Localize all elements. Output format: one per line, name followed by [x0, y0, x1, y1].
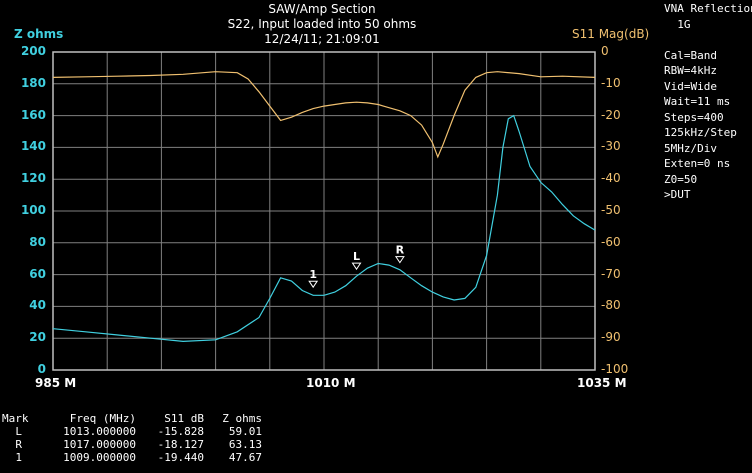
- right-axis-tick: -100: [601, 362, 629, 376]
- col-s11: S11 dB: [164, 412, 204, 425]
- chart-title: SAW/Amp Section: [268, 2, 376, 16]
- right-axis-tick: -90: [601, 330, 621, 345]
- marker-label-R: R: [396, 244, 405, 257]
- marker-label-1: 1: [309, 268, 317, 281]
- left-axis-tick: 0: [37, 362, 46, 376]
- marker-triangle: [351, 262, 362, 271]
- chart-subtitle: S22, Input loaded into 50 ohms: [227, 17, 417, 31]
- marker-s11: -15.828: [157, 425, 204, 438]
- left-axis-tick: 20: [29, 330, 46, 345]
- right-axis-tick: -50: [601, 203, 621, 217]
- marker-freq: 1009.000000: [63, 451, 136, 464]
- settings-line: Vid=Wide: [664, 79, 717, 93]
- settings-line: RBW=4kHz: [664, 64, 717, 77]
- x-axis-tick: 1035 M: [577, 376, 627, 390]
- col-freq: Freq (MHz): [69, 412, 136, 425]
- z-ohms-trace: [52, 114, 596, 343]
- right-axis-tick: -60: [601, 234, 621, 249]
- settings-line: 5MHz/Div: [664, 141, 717, 155]
- marker-label: 1: [15, 451, 22, 464]
- marker-triangle: [308, 280, 319, 289]
- settings-line: Exten=0 ns: [664, 157, 731, 170]
- left-axis-tick: 120: [20, 171, 46, 186]
- right-axis-tick: -20: [601, 107, 621, 122]
- right-axis-tick: -40: [601, 171, 621, 186]
- left-axis-tick: 80: [29, 234, 46, 249]
- marker-z: 47.67: [228, 451, 262, 464]
- table-row: L 1013.000000 -15.828 59.01: [2, 425, 262, 438]
- marker-label: R: [15, 438, 22, 451]
- settings-line: Wait=11 ms: [664, 95, 731, 108]
- settings-line: [664, 33, 752, 49]
- settings-line: 1G: [664, 17, 691, 31]
- right-axis-tick: -10: [601, 75, 621, 90]
- marker-table: Mark Freq (MHz) S11 dB Z ohms L 1013.000…: [2, 412, 262, 464]
- marker-label-L: L: [353, 250, 360, 263]
- marker-s11: -18.127: [157, 438, 204, 451]
- settings-panel: VNA Reflection 1G Cal=Band RBW=4kHz Vid=Wid…: [664, 2, 752, 204]
- plot-frame: [52, 51, 596, 371]
- marker-label: L: [15, 425, 22, 438]
- x-axis-tick: 985 M: [35, 376, 77, 390]
- col-z: Z ohms: [222, 412, 262, 425]
- s11-mag-trace: [52, 71, 596, 159]
- settings-line: >DUT: [664, 188, 691, 201]
- settings-line: Cal=Band: [664, 48, 717, 62]
- left-axis-tick: 60: [29, 266, 46, 281]
- table-row: 1 1009.000000 -19.440 47.67: [2, 451, 262, 464]
- left-axis-tick: 140: [20, 139, 46, 154]
- left-axis-tick: 200: [20, 44, 46, 58]
- right-axis-tick: -70: [601, 266, 621, 281]
- table-row: R 1017.000000 -18.127 63.13: [2, 438, 262, 451]
- right-axis-title: S11 Mag(dB): [572, 27, 650, 41]
- marker-freq: 1013.000000: [63, 425, 136, 438]
- settings-line: Z0=50: [664, 172, 698, 186]
- right-axis-tick: -30: [601, 139, 621, 154]
- marker-triangle: [394, 256, 405, 264]
- left-axis-tick: 160: [20, 107, 46, 122]
- table-header-row: Mark Freq (MHz) S11 dB Z ohms: [2, 412, 262, 425]
- left-axis-tick: 40: [29, 298, 46, 313]
- marker-z: 63.13: [228, 438, 262, 451]
- marker-s11: -19.440: [157, 451, 204, 464]
- marker-z: 59.01: [228, 425, 262, 438]
- x-axis-tick: 1010 M: [306, 376, 356, 390]
- left-axis-tick: 100: [20, 203, 46, 217]
- settings-line: 125kHz/Step: [664, 126, 737, 139]
- chart-timestamp: 12/24/11; 21:09:01: [264, 32, 380, 46]
- col-mark: Mark: [2, 412, 29, 425]
- right-axis-tick: -80: [601, 298, 621, 313]
- settings-line: VNA Reflection: [664, 2, 752, 15]
- left-axis-title: Z ohms: [14, 27, 64, 41]
- left-axis-tick: 180: [20, 75, 46, 90]
- marker-freq: 1017.000000: [63, 438, 136, 451]
- settings-line: Steps=400: [664, 110, 724, 124]
- right-axis-tick: 0: [601, 44, 609, 58]
